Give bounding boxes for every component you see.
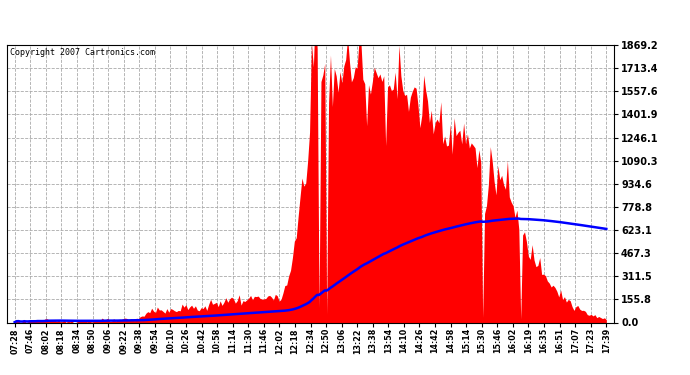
Text: Copyright 2007 Cartronics.com: Copyright 2007 Cartronics.com	[10, 48, 155, 57]
Text: East Array Actual Power (red) & Running Average Power (blue) (Watts)  Sat Oct 27: East Array Actual Power (red) & Running …	[7, 18, 605, 27]
